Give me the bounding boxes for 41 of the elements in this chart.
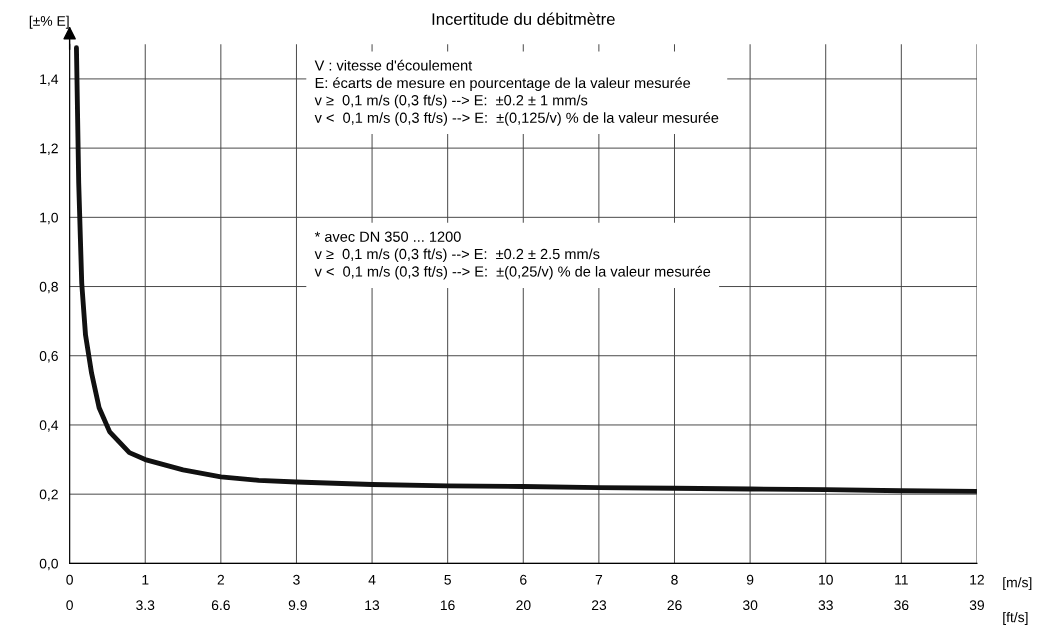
line-series xyxy=(74,45,977,494)
x-tick-label: 10 xyxy=(819,574,833,585)
y-tick-label: 0,6 xyxy=(39,351,58,363)
annotation: * avec DN 350 ... 1200 v ≥ 0,1 m/s (0,3 ft/s) --> E: ±0.2 ± 2.5 mm/s v < 0,1 m/s (0,3 ft/s) --> E: ±(0,25/v) % de la valeur mesurée xyxy=(314,231,711,280)
x-tick-label: 9 xyxy=(746,574,754,585)
y-tick-label: 0,8 xyxy=(39,281,58,294)
x2-tick-label: 13 xyxy=(365,600,380,611)
x2-tick-label: 16 xyxy=(440,600,455,611)
y-tick-label: 0,4 xyxy=(39,420,59,432)
x-tick-label: 0 xyxy=(66,574,73,585)
x2-tick-label: 23 xyxy=(591,600,607,611)
y-tick-label: 0,0 xyxy=(39,558,58,571)
x2-tick-label: 0 xyxy=(66,600,73,611)
x-tick-label: 6 xyxy=(520,574,527,585)
x2-tick-label: 39 xyxy=(969,600,984,611)
x2-tick-label: 30 xyxy=(742,600,758,611)
y-tick-label: 0,2 xyxy=(39,489,58,501)
annotation: V : vitesse d'écoulement E: écarts de mesure en pourcentage de la valeur mesurée v ≥ 0,1 m/s (0,3 ft/s) --> E: ±0.2 ± 1 mm/s v < 0,1 m/s (0,3 ft/s) --> E: ±(0,125/v) % de la valeur mesurée xyxy=(314,59,719,126)
y-axis-title: [±% E] xyxy=(29,15,69,29)
y-tick-label: 1,0 xyxy=(40,212,58,225)
y-tick-label: 1,4 xyxy=(40,74,59,86)
x2-tick-label: 20 xyxy=(516,600,531,611)
x-tick-label: 2 xyxy=(217,574,225,585)
x2-tick-label: 36 xyxy=(894,600,909,611)
y-tick-label: 1,2 xyxy=(40,143,58,155)
x2-axis-title: [ft/s] xyxy=(1003,611,1028,625)
x2-tick-label: 9.9 xyxy=(288,600,307,611)
x-tick-label: 11 xyxy=(895,574,908,585)
x2-tick-label: 26 xyxy=(667,600,682,611)
x-axis-title: [m/s] xyxy=(1003,577,1032,591)
x-tick-label: 5 xyxy=(444,574,451,585)
x-tick-label: 12 xyxy=(970,574,984,585)
x-tick-label: 8 xyxy=(671,574,678,585)
chart-title: Incertitude du débitmètre xyxy=(432,12,615,26)
x-tick-label: 7 xyxy=(595,574,603,585)
x2-tick-label: 33 xyxy=(818,600,833,611)
x2-tick-label: 6.6 xyxy=(211,600,230,611)
x2-tick-label: 3.3 xyxy=(136,600,155,611)
x-tick-label: 4 xyxy=(368,574,376,585)
x-tick-label: 3 xyxy=(293,574,300,585)
x-tick-label: 1 xyxy=(142,574,149,585)
